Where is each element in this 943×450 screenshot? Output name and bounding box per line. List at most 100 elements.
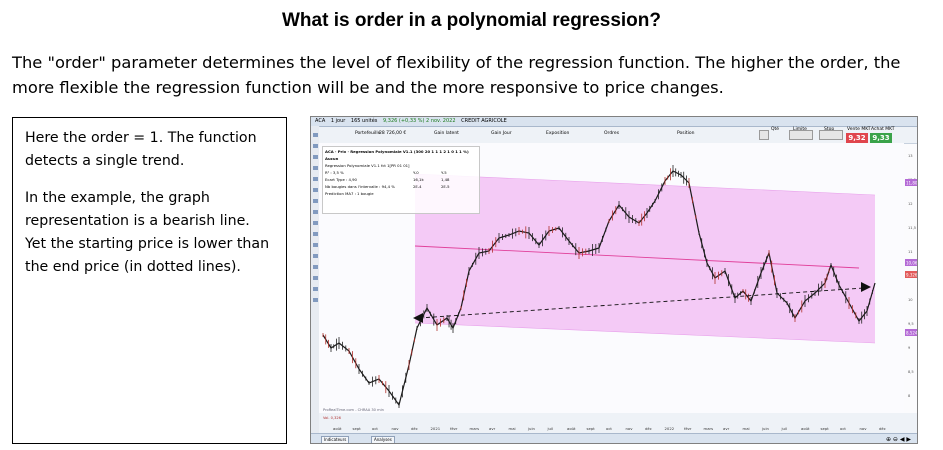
y-axis-label: 9 [908, 346, 911, 350]
tool-icon[interactable] [312, 155, 318, 159]
month-tick: juil [547, 426, 554, 431]
month-tick: nov [392, 426, 400, 431]
tool-icon[interactable] [312, 232, 318, 236]
limite-label: Limite [793, 127, 807, 132]
start-arrow [413, 313, 423, 323]
price-chart[interactable]: 1312,51211,51110,5109,598,587,511,80210,… [319, 143, 918, 433]
tool-icon[interactable] [312, 243, 318, 247]
month-tick: oct [840, 426, 846, 431]
analyses-button[interactable]: Analyses [371, 436, 395, 443]
tool-icon[interactable] [312, 144, 318, 148]
position-label: Position [677, 131, 695, 136]
indicator-info-panel: ACA · Prix · Regression Polynomiale V1.1… [322, 146, 480, 214]
zoom-controls[interactable]: ⊕ ⊖ ◀ ▶ [885, 436, 911, 443]
y-axis-label: 8 [908, 394, 911, 398]
month-tick: sept [353, 426, 362, 431]
time-axis-bg [319, 413, 917, 433]
info-header: ACA · Prix · Regression Polynomiale V1.1… [325, 149, 469, 161]
sell-button[interactable]: 9,32 [846, 133, 868, 143]
month-tick: févr [450, 426, 458, 431]
month-tick: juil [781, 426, 788, 431]
instrument-name: CREDIT AGRICOLE [461, 118, 507, 124]
month-tick: févr [684, 426, 692, 431]
month-tick: juin [527, 426, 536, 431]
month-tick: nov [860, 426, 868, 431]
tool-icon[interactable] [312, 133, 318, 137]
qte-label: Qté [771, 127, 780, 132]
symbol-label[interactable]: ACA [315, 118, 326, 124]
chart-screenshot: ACA 1 jour 165 unités 9,326 (+0,33 %) 2 … [310, 116, 918, 444]
tool-icon[interactable] [312, 254, 318, 258]
tool-icon[interactable] [312, 166, 318, 170]
indicators-button[interactable]: Indicateurs [321, 436, 350, 443]
month-tick: nov [626, 426, 634, 431]
month-tick: août [333, 426, 342, 431]
tool-icon[interactable] [312, 188, 318, 192]
intro-paragraph: The "order" parameter determines the lev… [12, 53, 901, 97]
regression-channel [415, 174, 875, 343]
gain-jour-label: Gain Jour [491, 131, 512, 136]
info-row: Nb bougies dans l'intervalle : 94,4 % 2E-… [325, 184, 450, 189]
y-axis-label: 9,5 [908, 322, 914, 326]
y-axis-label: 11 [908, 250, 913, 254]
chart-toolbar: ACA 1 jour 165 unités 9,326 (+0,33 %) 2 … [311, 117, 917, 127]
tool-icon[interactable] [312, 265, 318, 269]
info-row: R² : 3,5 % Y-0 Y-5 [325, 170, 447, 175]
y-axis-label: 8,5 [908, 370, 914, 374]
y-axis-label: 10 [908, 298, 913, 302]
watermark: ProRealTime.com - CHRAA 30 min [323, 408, 384, 412]
month-tick: 2022 [665, 426, 675, 431]
tool-icon[interactable] [312, 177, 318, 181]
exposition-label: Exposition [546, 131, 570, 136]
channel-lower-line [414, 322, 876, 344]
channel-upper-line [414, 173, 876, 196]
month-tick: sept [587, 426, 596, 431]
volume-label: Vol. 0,326 [323, 416, 342, 420]
quote-label: 9,326 (+0,33 %) 2 nov. 2022 [383, 118, 456, 124]
tool-icon[interactable] [312, 287, 318, 291]
vente-label: Vente MKT [847, 127, 871, 132]
buy-button[interactable]: 9,33 [870, 133, 892, 143]
tool-icon[interactable] [312, 276, 318, 280]
tool-icon[interactable] [312, 298, 318, 302]
portfolio-label: Portefeuille [355, 131, 381, 136]
y-axis-label: 13 [908, 154, 913, 158]
month-tick: mai [743, 426, 750, 431]
price-tag-current: 9,326 [906, 273, 918, 278]
page-title: What is order in a polynomial regression… [281, 10, 662, 31]
tool-icon[interactable] [312, 199, 318, 203]
units-selector[interactable]: 165 unités [350, 118, 378, 124]
month-tick: déc [879, 426, 886, 431]
month-tick: mars [470, 426, 480, 431]
month-tick: août [801, 426, 810, 431]
month-tick: avr [723, 426, 730, 431]
month-tick: sept [821, 426, 830, 431]
price-tag-mid-top: 10,063 [906, 261, 918, 266]
explanation-box: Here the order = 1. The function detects… [12, 117, 287, 444]
qty-stepper[interactable] [759, 130, 769, 140]
price-tag-lower-bg [905, 329, 917, 336]
price-tag-mid-top-bg [905, 259, 917, 266]
tool-icon[interactable] [312, 210, 318, 214]
info-row: Prediction MA7 : 1 bougie [325, 191, 374, 196]
start-end-dotted-line [418, 287, 865, 319]
end-arrow [861, 282, 871, 292]
stop-stepper[interactable] [819, 130, 843, 140]
month-tick: déc [411, 426, 418, 431]
explanation-example: In the example, the graph representation… [25, 190, 270, 275]
period-selector[interactable]: 1 jour [330, 118, 346, 124]
month-tick: oct [606, 426, 612, 431]
price-tag-upper-bg [905, 179, 917, 186]
price-tag-current-bg [905, 271, 917, 278]
price-tag-upper: 11,802 [906, 181, 918, 186]
tool-icon[interactable] [312, 221, 318, 225]
info-row: Ecart Type : 4,90 16,1k 1,48 [325, 177, 450, 182]
stop-label: Stop [824, 127, 834, 132]
limit-stepper[interactable] [789, 130, 813, 140]
ordres-label: Ordres [604, 131, 620, 136]
info-subheader: Regression Polynomiale V1.1 fct 1[PR 01 … [325, 163, 410, 168]
bottom-toolbar: Indicateurs Analyses ⊕ ⊖ ◀ ▶ [311, 433, 917, 443]
month-tick: août [567, 426, 576, 431]
explanation-order: Here the order = 1. The function detects… [25, 130, 257, 169]
gain-latent-label: Gain latent [434, 131, 459, 136]
